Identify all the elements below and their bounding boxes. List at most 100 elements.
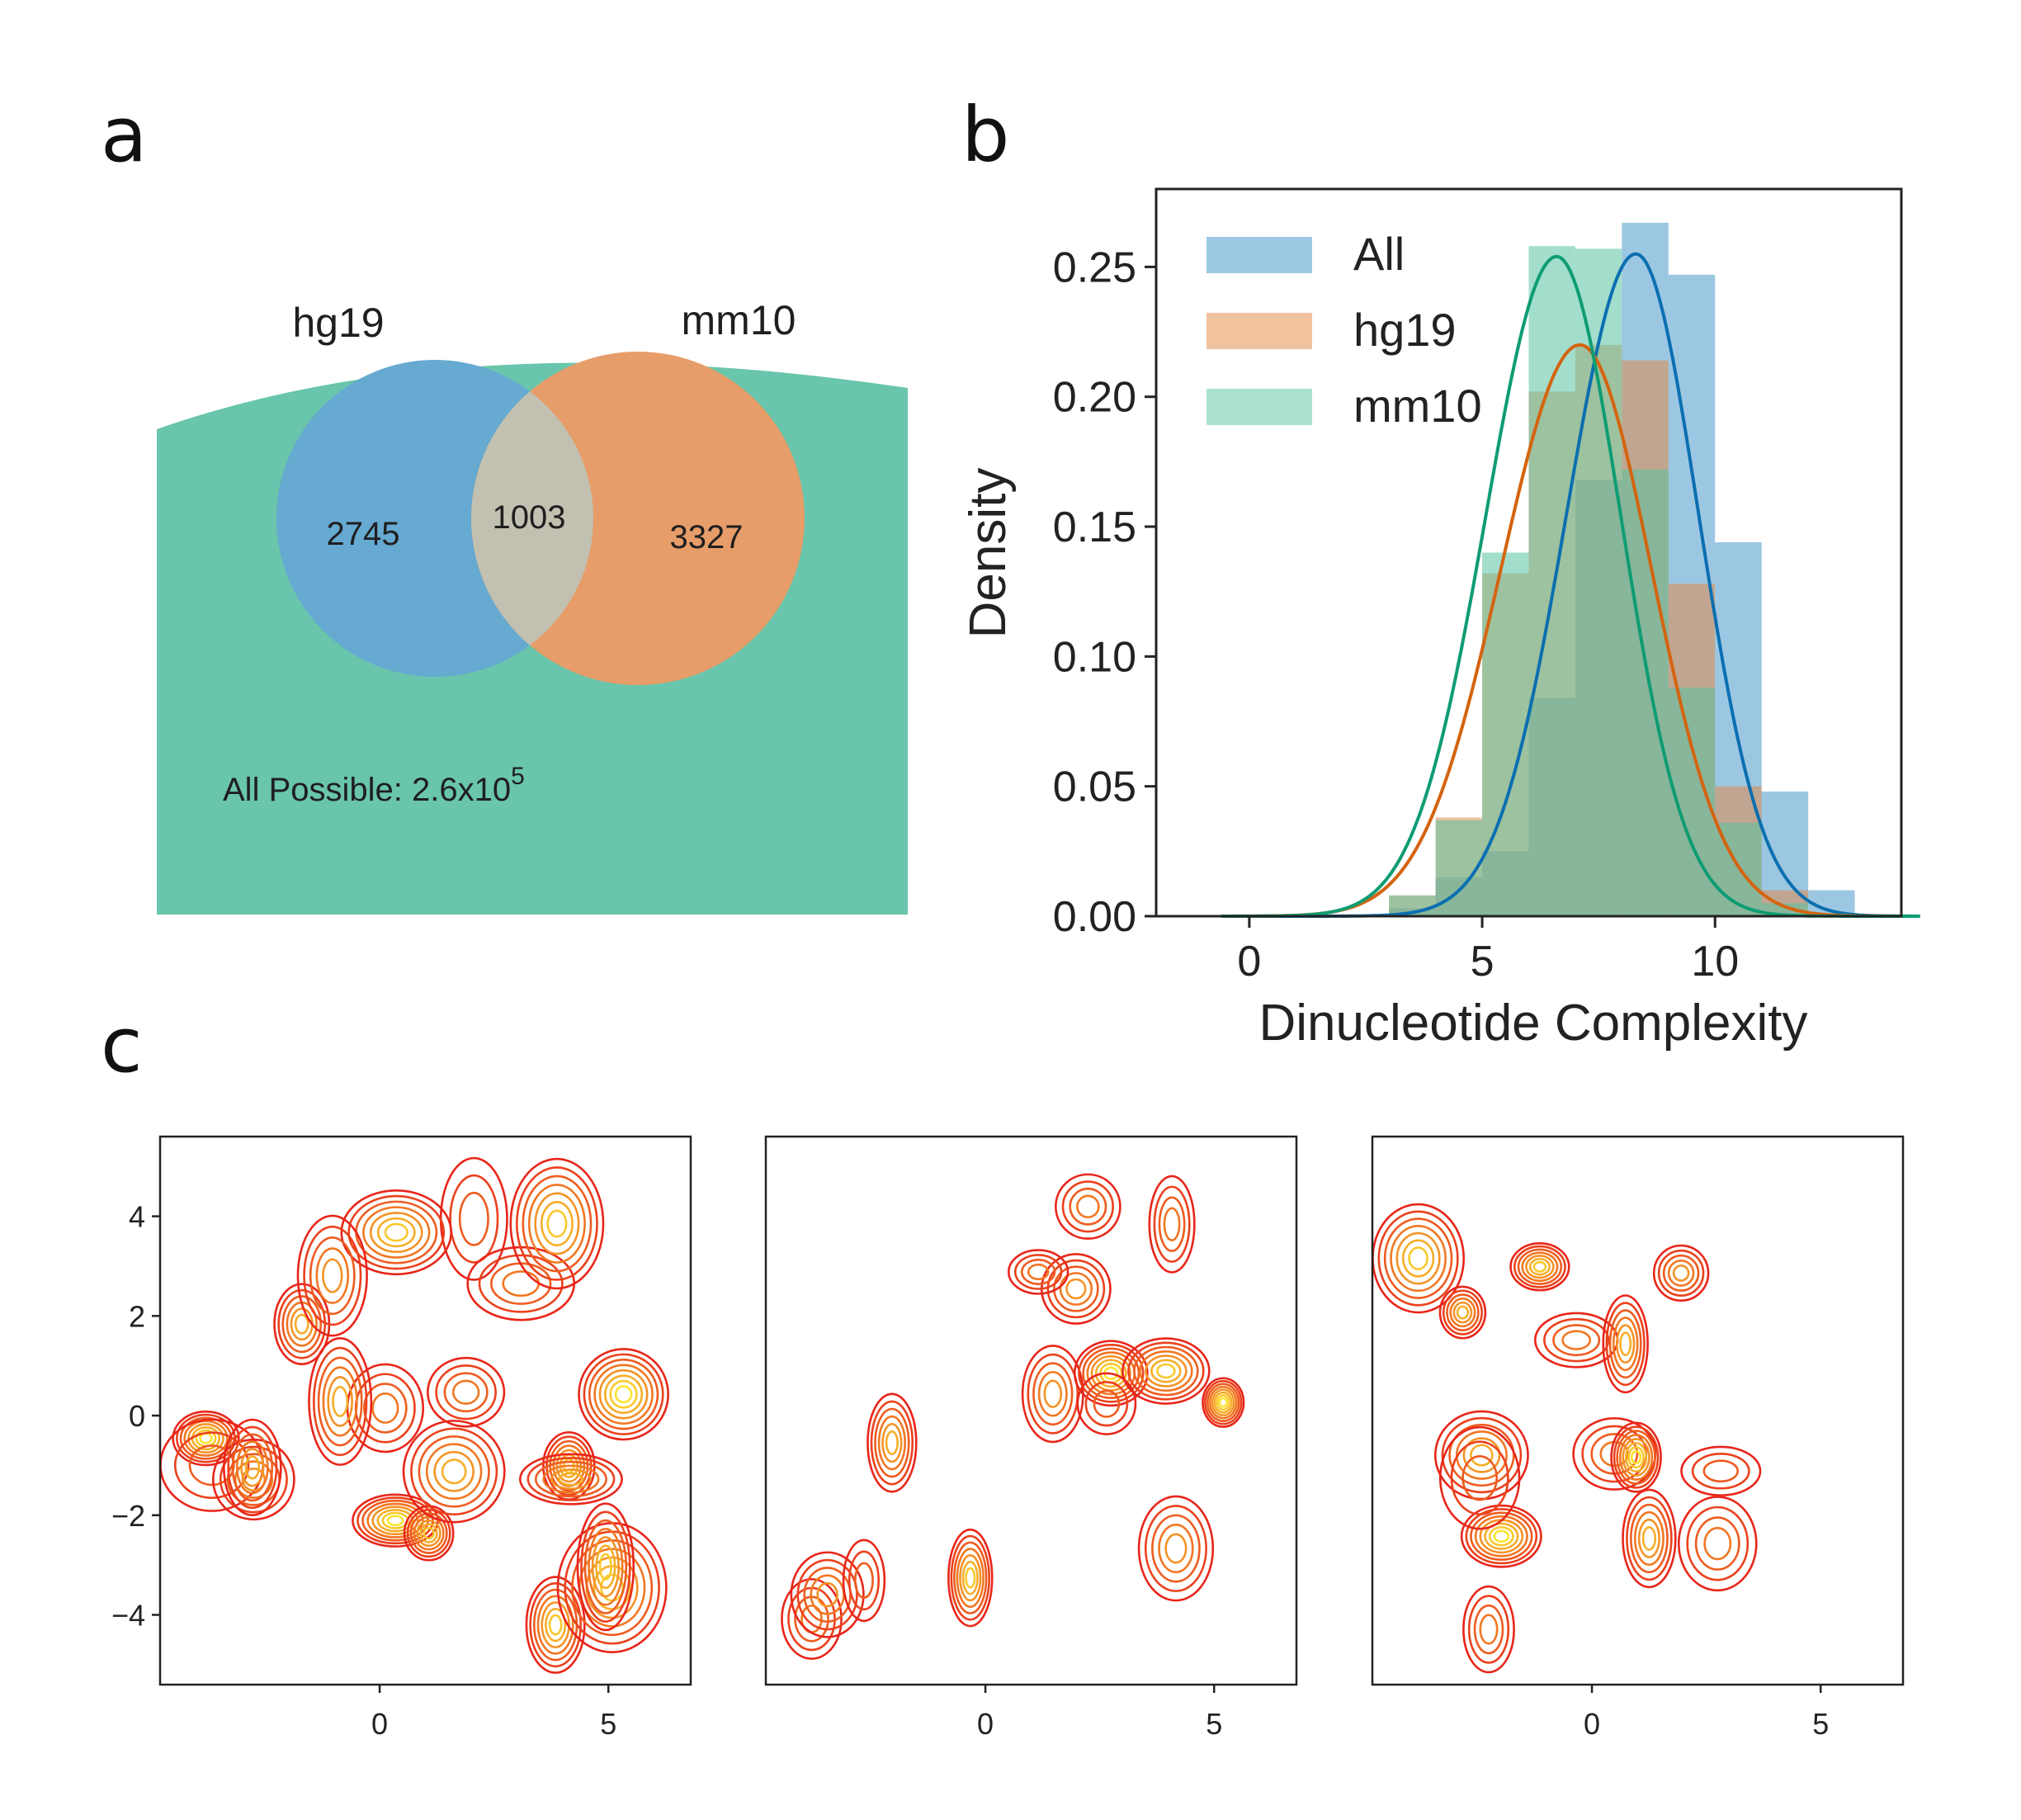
contour-line [848, 1550, 881, 1611]
contour-line [595, 1544, 616, 1590]
contour-line [219, 1445, 288, 1514]
contour-line [533, 1588, 578, 1662]
contour-line [1672, 1265, 1690, 1282]
contour-line [529, 1582, 582, 1668]
contour-line [466, 1246, 576, 1321]
contour-line [332, 1385, 349, 1417]
contour-axes-frame-1 [158, 1135, 692, 1686]
venn-mm10-label: mm10 [682, 297, 796, 343]
histogram-y-ticks: 0.00 0.05 0.10 0.15 0.20 0.25 [1053, 243, 1156, 941]
contour-line [1204, 1379, 1243, 1425]
venn-hg19-label: hg19 [292, 300, 384, 346]
contour-line [1517, 1248, 1563, 1285]
contour-axes-frame-2 [764, 1135, 1298, 1686]
panel-letter-b: b [961, 91, 1009, 179]
contour-line [598, 1369, 649, 1420]
contour-line [545, 1607, 567, 1643]
contour-line [235, 1440, 269, 1495]
contour-line [376, 1508, 414, 1533]
contour-plot-1 [159, 1156, 669, 1674]
contour-line [281, 1295, 322, 1354]
contour-line [534, 1460, 607, 1498]
contour-line [1377, 1210, 1459, 1307]
contour-line [1084, 1381, 1129, 1427]
contour-line [449, 1174, 499, 1264]
contour-line [502, 1270, 541, 1298]
contour-line [1543, 1317, 1610, 1363]
contour-line [303, 1225, 362, 1326]
contour-line [173, 1431, 250, 1500]
contour-line [1467, 1595, 1510, 1664]
contour-line [1150, 1359, 1182, 1383]
contour-line [441, 1458, 467, 1485]
contour-line [614, 1385, 633, 1404]
contour-line [317, 1356, 363, 1447]
contour-line [1145, 1354, 1188, 1387]
contour-line [1148, 1175, 1196, 1274]
contour-line [1460, 1504, 1542, 1568]
venn-hg19-only-count: 2745 [327, 516, 400, 552]
contour-line [1641, 1525, 1657, 1551]
legend-label-hg19: hg19 [1353, 304, 1457, 356]
contour-line [413, 1515, 445, 1551]
contour-line [558, 1472, 584, 1487]
contour-line [355, 1200, 438, 1265]
contour-line [1139, 1350, 1193, 1392]
contour-line [1082, 1347, 1140, 1400]
contour-plot-2 [781, 1173, 1245, 1660]
legend-swatch-hg19 [1206, 313, 1312, 349]
contour-x-tick-label: 0 [1584, 1707, 1600, 1741]
contour-line [1137, 1495, 1215, 1602]
contour-line [1061, 1180, 1114, 1233]
contour-line [953, 1541, 988, 1614]
contour-line [1446, 1293, 1480, 1331]
contour-line [231, 1433, 274, 1502]
histogram-y-tick-label: 0.20 [1053, 374, 1136, 422]
contour-line [234, 1460, 273, 1499]
panel-letter-c: c [101, 1001, 143, 1090]
contour-line [1032, 1362, 1074, 1426]
contour-line [1619, 1331, 1632, 1357]
contour-line [1442, 1289, 1483, 1335]
contour-line [1465, 1508, 1538, 1565]
contour-line [1652, 1244, 1710, 1302]
contour-y-tick-label: −4 [111, 1598, 145, 1632]
contour-line [1144, 1505, 1207, 1592]
contour-line [588, 1359, 659, 1430]
contour-line [1076, 1194, 1100, 1219]
contour-line [410, 1427, 498, 1515]
contour-line [1694, 1516, 1740, 1571]
contour-line [1208, 1385, 1238, 1420]
contour-line [961, 1560, 979, 1595]
contour-line [842, 1539, 886, 1623]
venn-universe-exponent: 5 [511, 763, 525, 790]
contour-line [541, 1601, 570, 1648]
contour-line [874, 1407, 910, 1478]
contour-line [550, 1468, 592, 1490]
contour-line [296, 1214, 368, 1337]
legend-label-mm10: mm10 [1353, 380, 1482, 432]
contour-line [1513, 1245, 1566, 1288]
contour-x-tick-label: 0 [371, 1707, 388, 1741]
contour-line [1630, 1503, 1669, 1574]
contour-line [402, 1420, 506, 1524]
contour-line [588, 1527, 624, 1606]
histogram-x-axis-title: Dinucleotide Complexity [1258, 995, 1807, 1052]
contour-line [1473, 1604, 1504, 1655]
contour-line [1456, 1305, 1470, 1320]
contour-line [877, 1415, 906, 1471]
contour-line [241, 1468, 267, 1491]
contour-line [322, 1258, 343, 1293]
contour-line [419, 1523, 438, 1543]
histogram-y-axis-title: Density [960, 468, 1017, 639]
contour-line [1090, 1354, 1131, 1392]
contour-line [1703, 1526, 1732, 1561]
contour-x-tick-label: 5 [1812, 1707, 1829, 1741]
contour-line [1078, 1344, 1145, 1403]
contour-line [1667, 1259, 1695, 1287]
contour-line [1532, 1260, 1547, 1273]
contour-line [199, 1432, 213, 1444]
contour-panels: 0 5 4 2 0 −2 −4 0 5 0 5 [111, 1135, 1905, 1741]
contour-line [1213, 1391, 1233, 1414]
contour-line [1616, 1324, 1636, 1364]
